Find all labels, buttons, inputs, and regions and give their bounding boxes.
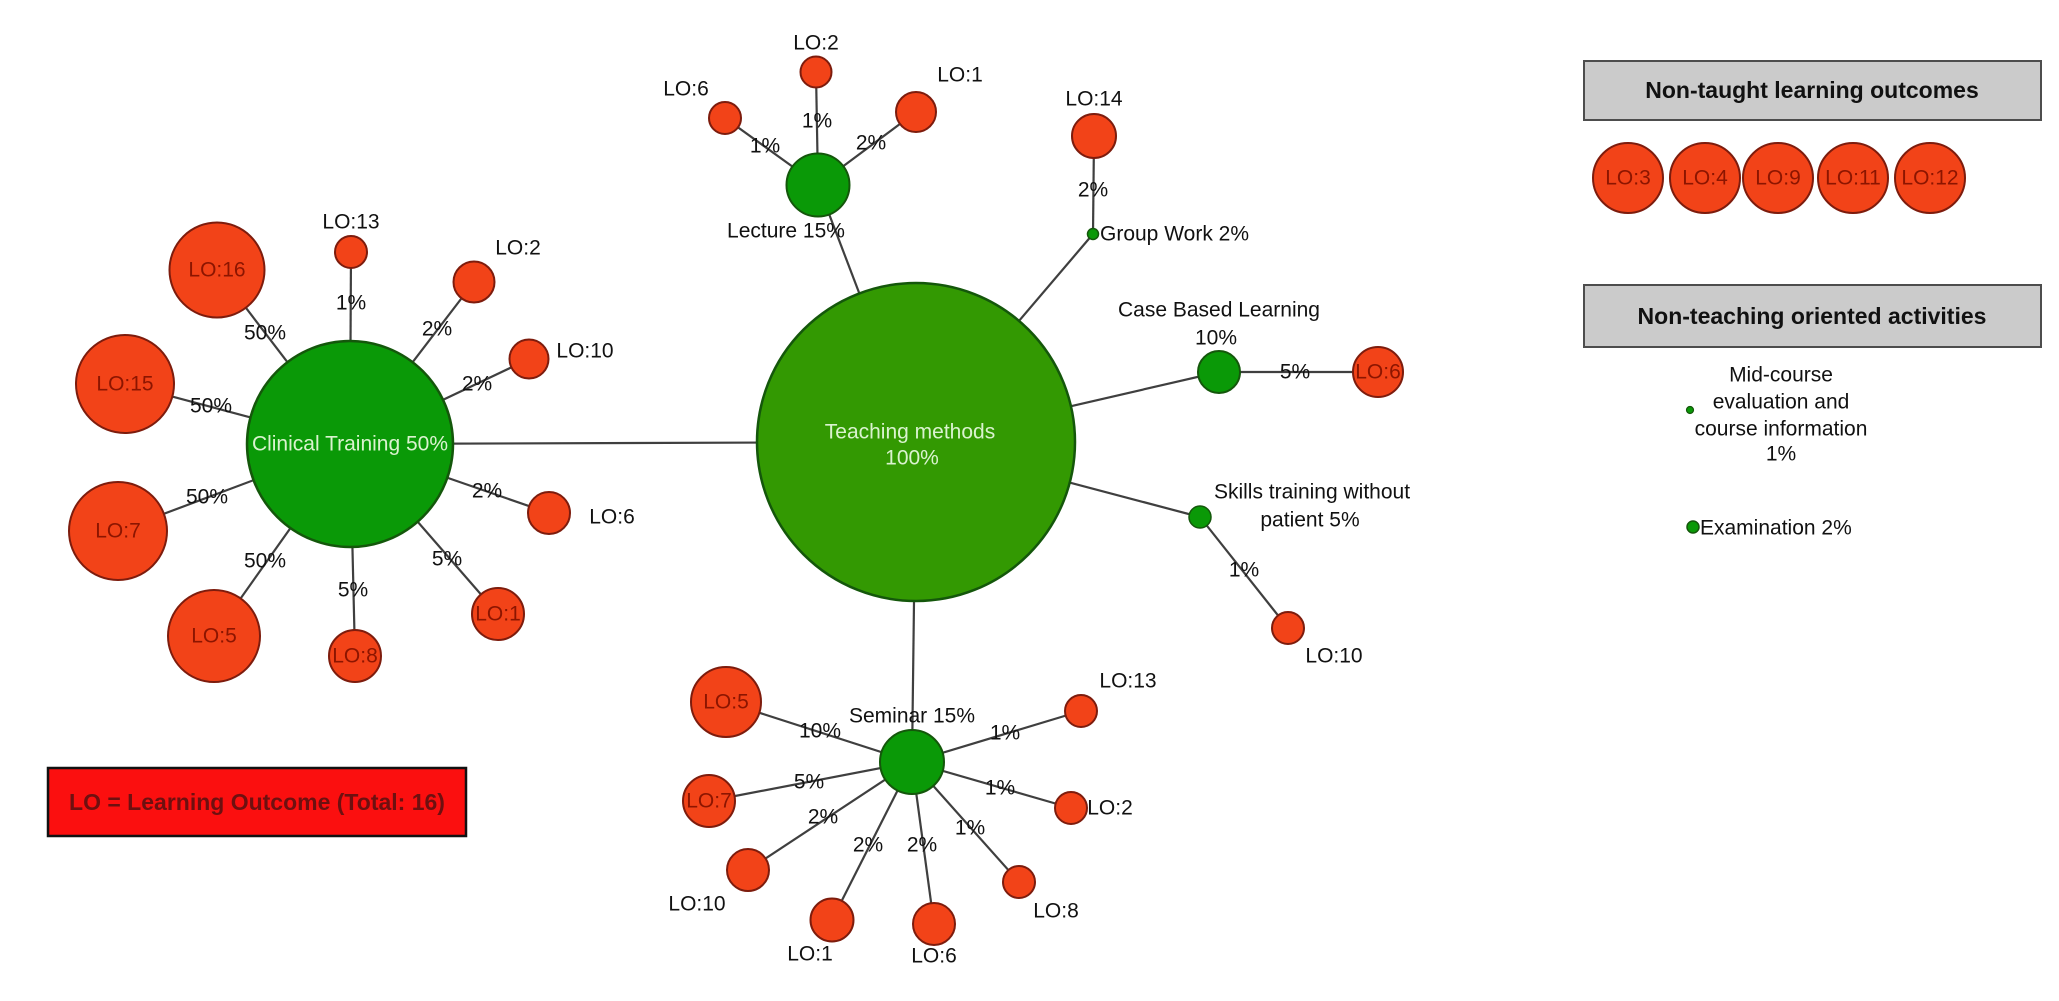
svg-text:1%: 1% <box>990 722 1020 745</box>
svg-text:2%: 2% <box>462 373 492 396</box>
svg-text:2%: 2% <box>1078 179 1108 202</box>
svg-text:LO:6: LO:6 <box>663 78 709 101</box>
svg-text:10%: 10% <box>799 720 841 743</box>
svg-text:Seminar 15%: Seminar 15% <box>849 705 975 728</box>
svg-text:LO:4: LO:4 <box>1682 167 1728 190</box>
svg-text:Non-taught learning outcomes: Non-taught learning outcomes <box>1645 77 1979 103</box>
svg-text:2%: 2% <box>853 834 883 857</box>
svg-text:LO:13: LO:13 <box>1099 670 1156 693</box>
svg-text:LO:8: LO:8 <box>332 645 378 668</box>
svg-text:Teaching methods: Teaching methods <box>825 421 995 444</box>
svg-text:LO:7: LO:7 <box>686 790 732 813</box>
svg-text:5%: 5% <box>432 548 462 571</box>
svg-text:Lecture 15%: Lecture 15% <box>727 220 845 243</box>
svg-text:LO:6: LO:6 <box>589 506 635 529</box>
svg-text:Group Work 2%: Group Work 2% <box>1100 223 1249 246</box>
svg-text:1%: 1% <box>802 110 832 133</box>
svg-text:Examination 2%: Examination 2% <box>1700 517 1852 540</box>
svg-text:1%: 1% <box>955 817 985 840</box>
svg-text:2%: 2% <box>808 806 838 829</box>
svg-text:5%: 5% <box>1280 361 1310 384</box>
svg-text:LO:12: LO:12 <box>1901 167 1958 190</box>
svg-text:LO:15: LO:15 <box>96 373 153 396</box>
svg-text:LO:8: LO:8 <box>1033 900 1079 923</box>
svg-text:1%: 1% <box>985 777 1015 800</box>
svg-text:Case Based Learning: Case Based Learning <box>1118 299 1320 322</box>
svg-text:2%: 2% <box>907 834 937 857</box>
svg-text:2%: 2% <box>472 480 502 503</box>
svg-text:50%: 50% <box>244 550 286 573</box>
svg-text:Non-teaching oriented activiti: Non-teaching oriented activities <box>1638 303 1987 329</box>
svg-text:50%: 50% <box>244 322 286 345</box>
svg-text:LO:6: LO:6 <box>1355 361 1401 384</box>
svg-text:LO:13: LO:13 <box>322 211 379 234</box>
svg-text:patient 5%: patient 5% <box>1260 509 1359 532</box>
svg-text:LO:1: LO:1 <box>937 64 983 87</box>
svg-text:LO = Learning Outcome (Total:: LO = Learning Outcome (Total: 16) <box>69 789 445 815</box>
svg-text:LO:5: LO:5 <box>191 625 237 648</box>
svg-text:LO:7: LO:7 <box>95 520 141 543</box>
svg-text:1%: 1% <box>1766 443 1796 466</box>
svg-text:evaluation and: evaluation and <box>1713 391 1850 414</box>
svg-text:10%: 10% <box>1195 327 1237 350</box>
svg-text:LO:2: LO:2 <box>1087 797 1133 820</box>
svg-text:LO:1: LO:1 <box>787 943 833 966</box>
svg-text:LO:6: LO:6 <box>911 945 957 968</box>
svg-text:LO:2: LO:2 <box>793 32 839 55</box>
svg-text:LO:10: LO:10 <box>668 893 725 916</box>
svg-text:Mid-course: Mid-course <box>1729 364 1833 387</box>
svg-text:LO:2: LO:2 <box>495 237 541 260</box>
svg-text:Clinical Training 50%: Clinical Training 50% <box>252 433 448 456</box>
svg-text:Skills training without: Skills training without <box>1214 481 1410 504</box>
svg-text:5%: 5% <box>794 771 824 794</box>
svg-text:50%: 50% <box>190 395 232 418</box>
svg-text:LO:9: LO:9 <box>1755 167 1801 190</box>
svg-text:LO:1: LO:1 <box>475 603 521 626</box>
svg-text:5%: 5% <box>338 579 368 602</box>
svg-text:LO:5: LO:5 <box>703 691 749 714</box>
svg-text:2%: 2% <box>422 318 452 341</box>
svg-text:1%: 1% <box>336 292 366 315</box>
svg-text:1%: 1% <box>1229 559 1259 582</box>
svg-text:course information: course information <box>1695 418 1868 441</box>
svg-text:LO:10: LO:10 <box>1305 645 1362 668</box>
svg-text:1%: 1% <box>750 135 780 158</box>
svg-text:100%: 100% <box>885 447 939 470</box>
svg-text:LO:3: LO:3 <box>1605 167 1651 190</box>
svg-text:LO:16: LO:16 <box>188 259 245 282</box>
svg-text:LO:11: LO:11 <box>1825 167 1881 190</box>
svg-text:LO:14: LO:14 <box>1065 88 1123 111</box>
svg-text:LO:10: LO:10 <box>556 340 613 363</box>
svg-text:2%: 2% <box>856 132 886 155</box>
svg-text:50%: 50% <box>186 486 228 509</box>
